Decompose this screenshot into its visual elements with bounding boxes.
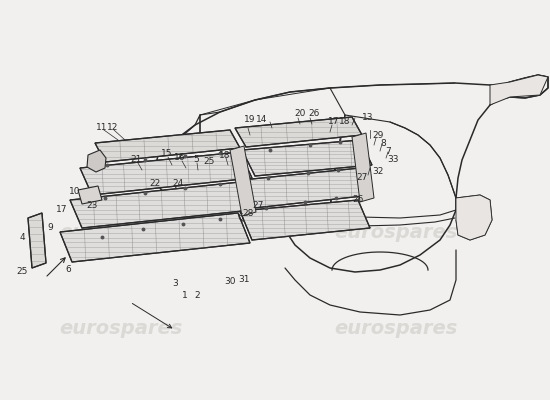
Text: 29: 29 [372,130,384,140]
Polygon shape [456,195,492,240]
Text: 4: 4 [19,232,25,242]
Text: eurospares: eurospares [59,222,183,242]
Text: 24: 24 [172,178,184,188]
Text: eurospares: eurospares [334,222,458,242]
Polygon shape [352,133,374,202]
Text: 18: 18 [339,118,351,126]
Text: 6: 6 [65,266,71,274]
Polygon shape [490,75,548,105]
Text: 3: 3 [172,278,178,288]
Text: 11: 11 [96,122,108,132]
Polygon shape [235,117,362,147]
Text: 14: 14 [256,116,268,124]
Text: 17: 17 [56,206,68,214]
Text: 9: 9 [47,224,53,232]
Polygon shape [95,130,240,162]
Text: 13: 13 [362,114,374,122]
Text: 2: 2 [194,290,200,300]
Text: eurospares: eurospares [59,318,183,338]
Polygon shape [80,152,252,195]
Text: 12: 12 [107,122,119,132]
Text: 30: 30 [224,278,236,286]
Text: 15: 15 [161,148,173,158]
Polygon shape [87,150,106,172]
Text: 27: 27 [252,200,263,210]
Text: eurospares: eurospares [334,318,458,338]
Text: 8: 8 [380,138,386,148]
Text: 33: 33 [387,156,399,164]
Text: 18: 18 [219,150,231,160]
Text: 20: 20 [294,110,306,118]
Polygon shape [230,146,256,216]
Text: 31: 31 [238,276,250,284]
Text: 19: 19 [244,116,256,124]
Text: 6: 6 [237,214,243,222]
Text: 25: 25 [16,268,28,276]
Text: 1: 1 [182,290,188,300]
Polygon shape [28,213,46,268]
Text: 22: 22 [150,178,161,188]
Text: 7: 7 [385,146,391,156]
Text: 16: 16 [174,152,186,162]
Text: 5: 5 [193,154,199,164]
Polygon shape [242,140,372,176]
Text: 26: 26 [353,196,364,204]
Text: 28: 28 [243,208,254,218]
Polygon shape [70,182,252,228]
Text: 25: 25 [204,158,214,166]
Text: 27: 27 [356,174,368,182]
Text: 17: 17 [328,118,340,126]
Text: 23: 23 [86,200,98,210]
Polygon shape [242,168,372,208]
Polygon shape [240,200,370,240]
Text: 21: 21 [130,156,142,164]
Text: 26: 26 [309,110,320,118]
Polygon shape [78,186,102,204]
Text: 10: 10 [69,186,81,196]
Polygon shape [60,213,250,262]
Text: 32: 32 [372,168,384,176]
